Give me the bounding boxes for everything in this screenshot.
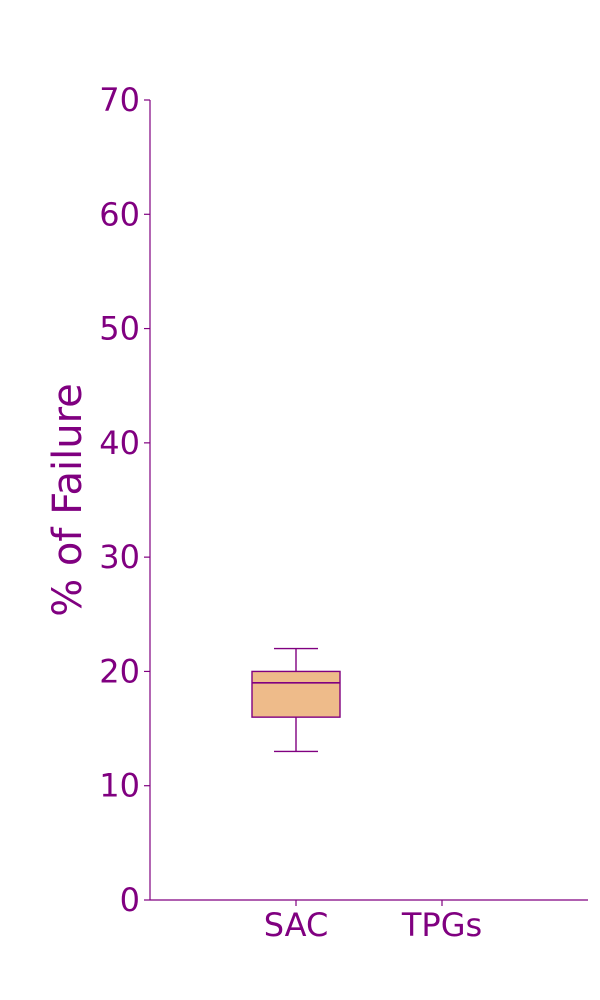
box-sac	[251, 647, 341, 753]
y-tick-label: 60	[99, 195, 140, 233]
x-axis-ticks: SAC TPGs	[264, 900, 482, 944]
iqr-box	[251, 670, 341, 718]
y-axis-label: % of Failure	[45, 383, 91, 617]
y-tick-label: 50	[99, 310, 140, 348]
y-axis-ticks: 0 10 20 30 40 50 60 70	[99, 81, 150, 919]
y-tick-label: 0	[120, 881, 140, 919]
y-tick-label: 70	[99, 81, 140, 119]
x-tick-label: SAC	[264, 906, 329, 944]
x-tick-label: TPGs	[401, 906, 482, 944]
y-tick-label: 20	[99, 652, 140, 690]
y-tick-label: 40	[99, 424, 140, 462]
y-tick-label: 10	[99, 767, 140, 805]
y-tick-label: 30	[99, 538, 140, 576]
boxes	[251, 647, 341, 753]
